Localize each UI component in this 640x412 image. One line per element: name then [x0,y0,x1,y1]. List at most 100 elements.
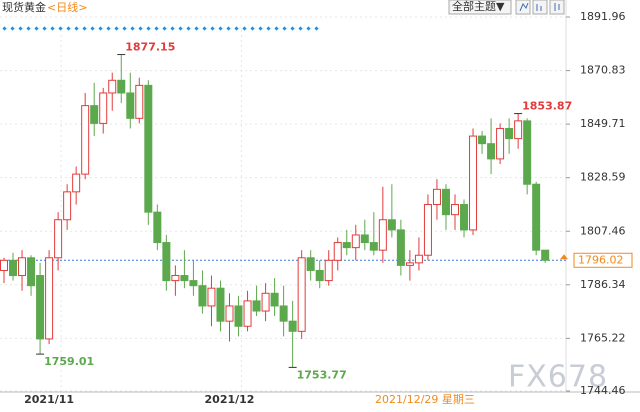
dot [210,26,215,31]
dot [2,26,7,31]
dot [34,26,39,31]
candle-body [451,204,459,216]
candle-body [541,249,550,261]
candle-body [27,257,36,287]
dot [162,26,167,31]
candle-body [441,188,450,216]
candle-body [243,300,252,327]
candle-body [162,242,171,282]
candle-body [460,204,469,231]
candle-body [315,269,324,282]
x-tick-label: 2021/12 [205,393,255,406]
dot [146,26,151,31]
y-tick-label: 1828.59 [580,171,626,184]
candle-body [288,320,297,332]
dot [178,26,183,31]
dot-row [2,26,319,31]
candle-body [342,242,351,249]
dot [10,26,15,31]
candle-body [144,84,153,213]
candle-body [423,204,432,256]
dot [242,26,247,31]
candle-body [297,257,306,332]
candle-body [514,120,523,140]
y-tick-label: 1849.71 [580,117,626,130]
candle-body [351,234,360,249]
candle-body [324,259,333,282]
candle-body [18,257,27,277]
last-price-label: 1796.02 [578,253,624,266]
high-annotation: 1853.87 [522,100,572,113]
candle-body [117,79,126,94]
dot [154,26,159,31]
candle-body [45,257,54,340]
candle-body [234,305,243,327]
dot [74,26,79,31]
candle-body [135,84,144,119]
y-tick-label: 1870.83 [580,64,626,77]
tool-icons [519,2,560,12]
theme-button-label[interactable]: 全部主题▼ [452,0,505,13]
tool-button[interactable] [549,0,565,15]
candle-body [216,287,225,322]
candle-body [72,173,81,193]
candle-body [505,127,514,140]
dot [250,26,255,31]
dot [50,26,55,31]
theme-button[interactable] [448,0,512,15]
candle-body [180,275,189,282]
candle-body [0,259,8,271]
last-price-marker [560,254,568,260]
candle-body [189,280,198,287]
candle-body [81,105,90,175]
low-annotation: 1759.01 [44,355,94,368]
candle-body [9,259,18,277]
dot [66,26,71,31]
dot [114,26,119,31]
dot [218,26,223,31]
dot [138,26,143,31]
candle-body [360,234,369,244]
dot [186,26,191,31]
candle-body [396,229,405,266]
candle-body [153,211,162,244]
candle-body [126,92,135,119]
last-price-box [573,252,633,268]
candle-body [405,262,414,266]
dot [26,26,31,31]
y-tick-label: 1786.34 [580,278,626,291]
candle-body [432,188,441,206]
candle-body [369,242,378,251]
candle-body [532,183,541,251]
tool-button[interactable] [532,0,548,15]
tool-button[interactable] [515,0,531,15]
y-tick-label: 1891.96 [580,10,626,23]
dot [130,26,135,31]
date-label: 2021/12/29 星期三 [375,393,475,406]
candle-body [478,135,487,145]
candle-body [252,300,261,312]
candle-body [487,143,496,160]
candle-body [63,191,72,221]
candle-body [108,79,117,94]
chart-title: 现货黄金 [2,0,46,14]
candle-body [198,285,207,307]
candle-body [36,275,45,340]
y-tick-label: 1807.46 [580,224,626,237]
candle-body [207,287,216,307]
dot [106,26,111,31]
candle-body [469,135,478,231]
period: <日线> [47,0,87,14]
dot [58,26,63,31]
high-annotation: 1877.15 [125,41,175,54]
y-tick-label: 1765.22 [580,331,626,344]
dot [42,26,47,31]
candle-body [496,127,505,160]
dot [122,26,127,31]
candle-body [261,292,270,312]
candle-body [90,105,99,124]
dot [18,26,23,31]
